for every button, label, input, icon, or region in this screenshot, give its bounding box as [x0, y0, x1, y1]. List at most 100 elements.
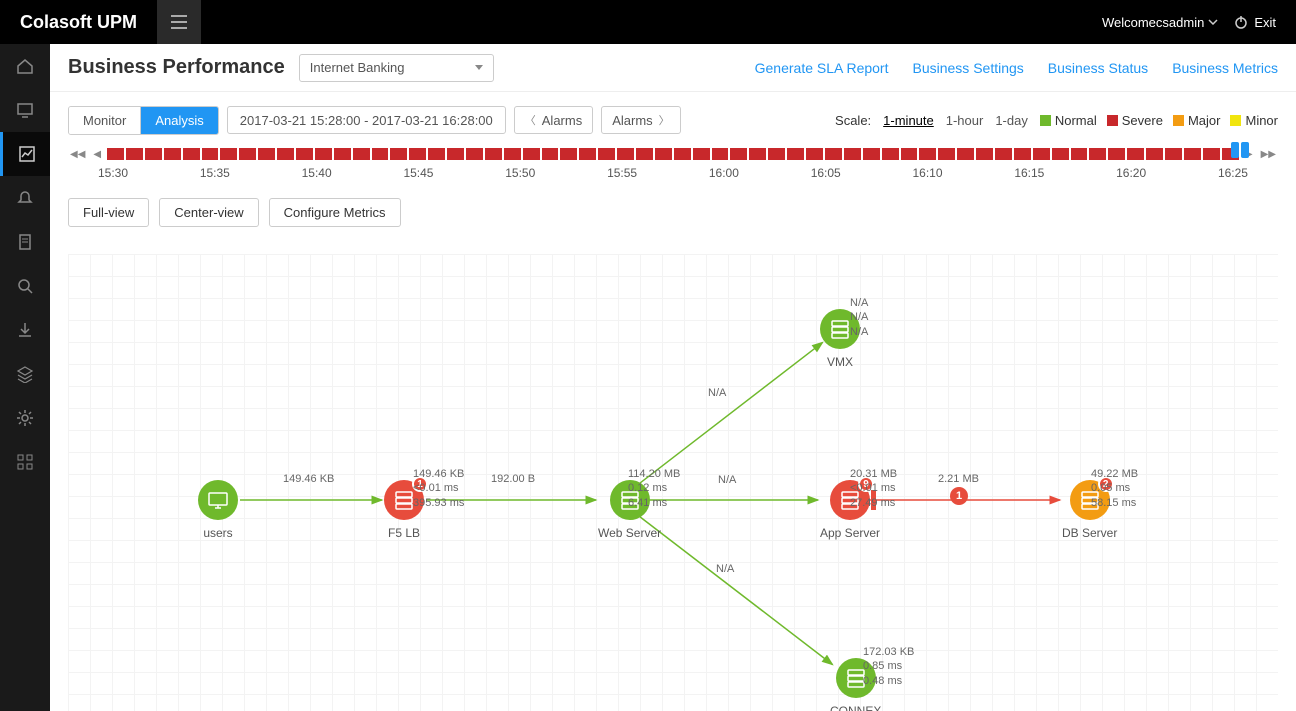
timeline-segment[interactable]	[1089, 148, 1106, 160]
timeline-segment[interactable]	[957, 148, 974, 160]
timeline-segment[interactable]	[409, 148, 426, 160]
timeline-segments[interactable]	[107, 148, 1239, 160]
timeline-segment[interactable]	[126, 148, 143, 160]
timeline-handle[interactable]	[1230, 142, 1254, 162]
timeline-segment[interactable]	[976, 148, 993, 160]
timeline-segment[interactable]	[466, 148, 483, 160]
timeline-segment[interactable]	[995, 148, 1012, 160]
center-view-button[interactable]: Center-view	[159, 198, 258, 227]
link-sla-report[interactable]: Generate SLA Report	[755, 60, 889, 76]
timeline-segment[interactable]	[258, 148, 275, 160]
sidebar-layers[interactable]	[0, 352, 50, 396]
timeline-prev[interactable]: ◀	[91, 149, 103, 160]
link-business-metrics[interactable]: Business Metrics	[1172, 60, 1278, 76]
timeline-segment[interactable]	[1033, 148, 1050, 160]
timeline-segment[interactable]	[1071, 148, 1088, 160]
timeline-segment[interactable]	[560, 148, 577, 160]
timeline-segment[interactable]	[164, 148, 181, 160]
sidebar-monitor[interactable]	[0, 88, 50, 132]
timeline-segment[interactable]	[239, 148, 256, 160]
timeline-segment[interactable]	[315, 148, 332, 160]
configure-metrics-button[interactable]: Configure Metrics	[269, 198, 401, 227]
timeline-segment[interactable]	[1127, 148, 1144, 160]
timeline-segment[interactable]	[844, 148, 861, 160]
timeline-last[interactable]: ▶▶	[1259, 149, 1278, 160]
timeline-segment[interactable]	[183, 148, 200, 160]
timeline-segment[interactable]	[1014, 148, 1031, 160]
timeline-segment[interactable]	[428, 148, 445, 160]
timeline-segment[interactable]	[806, 148, 823, 160]
sidebar-reports[interactable]	[0, 220, 50, 264]
timeline-segment[interactable]	[919, 148, 936, 160]
timeline-segment[interactable]	[863, 148, 880, 160]
timeline-segment[interactable]	[202, 148, 219, 160]
exit-button[interactable]: Exit	[1234, 15, 1276, 30]
timeline-segment[interactable]	[598, 148, 615, 160]
sidebar-search[interactable]	[0, 264, 50, 308]
timeline-first[interactable]: ◀◀	[68, 149, 87, 160]
timeline-segment[interactable]	[787, 148, 804, 160]
sidebar-download[interactable]	[0, 308, 50, 352]
timeline-segment[interactable]	[749, 148, 766, 160]
scale-1-day[interactable]: 1-day	[995, 113, 1028, 128]
topology-diagram[interactable]: users1F5 LB149.46 KB<0.01 ms395.93 msWeb…	[68, 254, 1278, 711]
date-range-picker[interactable]: 2017-03-21 15:28:00 - 2017-03-21 16:28:0…	[227, 106, 506, 134]
node-users[interactable]: users	[198, 480, 238, 540]
timeline-segment[interactable]	[220, 148, 237, 160]
timeline-segment[interactable]	[636, 148, 653, 160]
timeline-segment[interactable]	[730, 148, 747, 160]
sidebar-home[interactable]	[0, 44, 50, 88]
timeline-segment[interactable]	[617, 148, 634, 160]
scale-1-hour[interactable]: 1-hour	[946, 113, 984, 128]
business-selector[interactable]: Internet Banking	[299, 54, 494, 82]
timeline-segment[interactable]	[655, 148, 672, 160]
sidebar-analysis[interactable]	[0, 132, 50, 176]
full-view-button[interactable]: Full-view	[68, 198, 149, 227]
timeline-segment[interactable]	[901, 148, 918, 160]
timeline-segment[interactable]	[542, 148, 559, 160]
timeline-segment[interactable]	[334, 148, 351, 160]
gear-icon	[16, 409, 34, 427]
hamburger-menu[interactable]	[157, 0, 201, 44]
timeline-segment[interactable]	[768, 148, 785, 160]
timeline-segment[interactable]	[504, 148, 521, 160]
timeline-segment[interactable]	[693, 148, 710, 160]
timeline-segment[interactable]	[353, 148, 370, 160]
timeline-segment[interactable]	[1146, 148, 1163, 160]
alarms-next[interactable]: Alarms 〉	[601, 106, 680, 134]
timeline-segment[interactable]	[277, 148, 294, 160]
timeline-segment[interactable]	[882, 148, 899, 160]
scale-1-minute[interactable]: 1-minute	[883, 113, 934, 128]
timeline-segment[interactable]	[938, 148, 955, 160]
link-business-settings[interactable]: Business Settings	[913, 60, 1024, 76]
sidebar-alerts[interactable]	[0, 176, 50, 220]
timeline-segment[interactable]	[1165, 148, 1182, 160]
timeline-segment[interactable]	[485, 148, 502, 160]
alarms-prev[interactable]: 〈 Alarms	[514, 106, 593, 134]
timeline-segment[interactable]	[523, 148, 540, 160]
timeline-segment[interactable]	[712, 148, 729, 160]
timeline-segment[interactable]	[1203, 148, 1220, 160]
timeline-segment[interactable]	[1108, 148, 1125, 160]
user-menu[interactable]: Welcomecsadmin	[1102, 15, 1218, 30]
timeline-segment[interactable]	[825, 148, 842, 160]
timeline-segment[interactable]	[1052, 148, 1069, 160]
timeline-segment[interactable]	[107, 148, 124, 160]
timeline-segment[interactable]	[145, 148, 162, 160]
timeline-segment[interactable]	[447, 148, 464, 160]
legend-item: Major	[1173, 113, 1221, 128]
sidebar-settings[interactable]	[0, 396, 50, 440]
timeline-segment[interactable]	[390, 148, 407, 160]
timeline-segment[interactable]	[296, 148, 313, 160]
tab-monitor[interactable]: Monitor	[69, 107, 140, 134]
node-metrics: 114.20 MB0.12 ms6.41 ms	[628, 467, 680, 510]
link-business-status[interactable]: Business Status	[1048, 60, 1148, 76]
timeline-segment[interactable]	[372, 148, 389, 160]
timeline-segment[interactable]	[1184, 148, 1201, 160]
sidebar-apps[interactable]	[0, 440, 50, 484]
legend-item: Severe	[1107, 113, 1163, 128]
tab-analysis[interactable]: Analysis	[140, 107, 217, 134]
timeline-segment[interactable]	[579, 148, 596, 160]
monitor-icon	[16, 101, 34, 119]
timeline-segment[interactable]	[674, 148, 691, 160]
